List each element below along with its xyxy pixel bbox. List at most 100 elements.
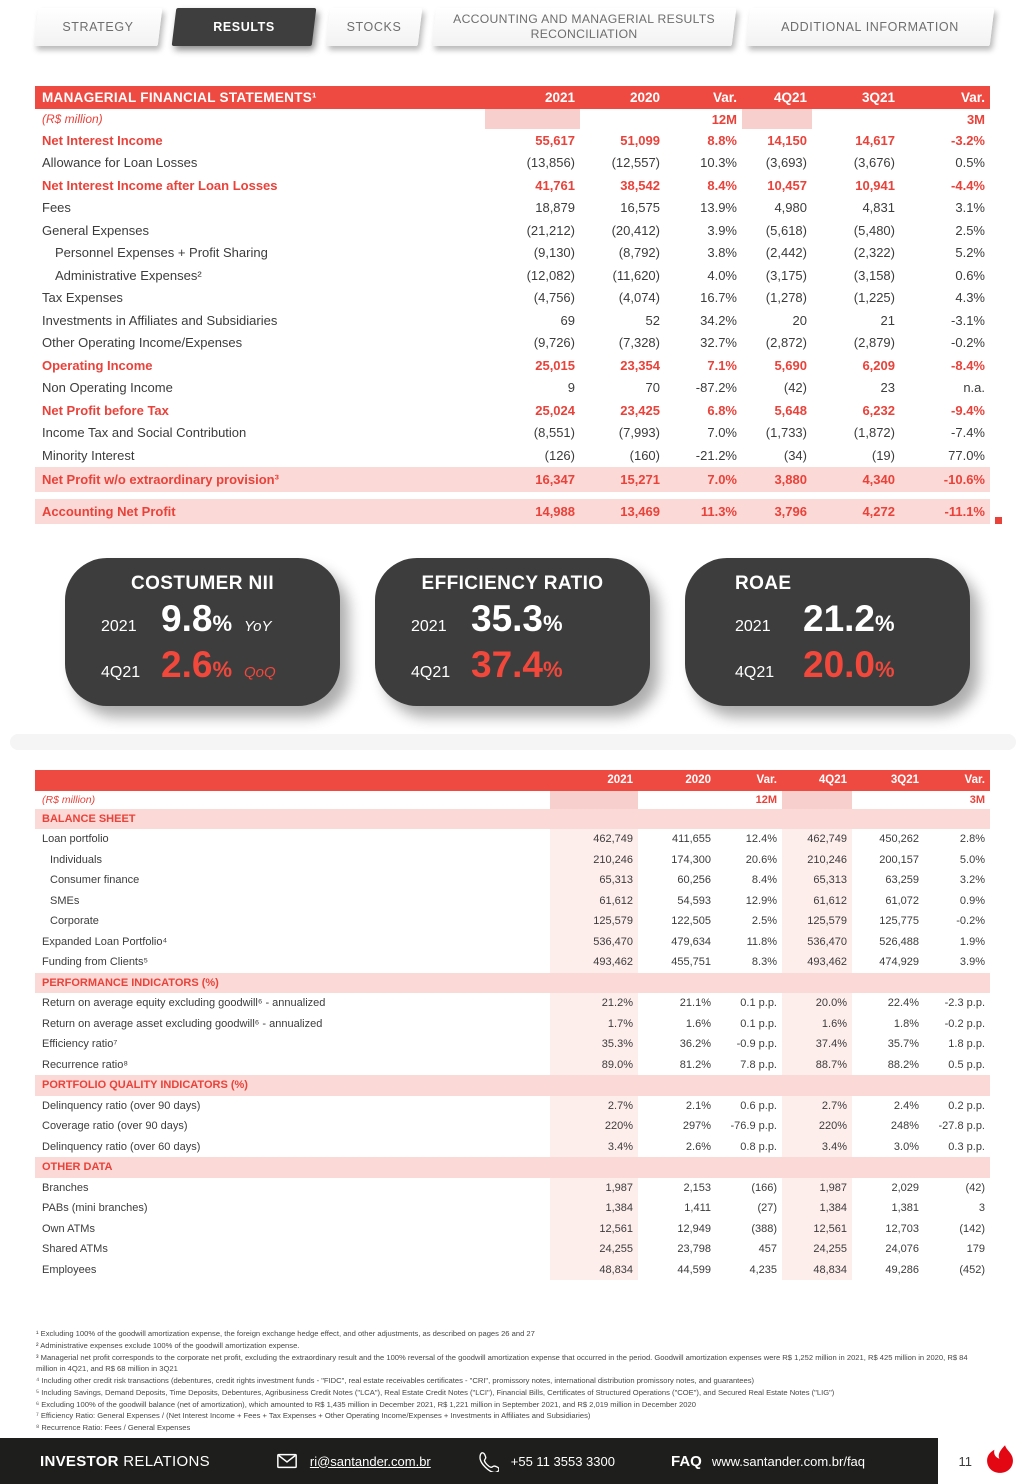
- tab-additional-information[interactable]: ADDITIONAL INFORMATION: [745, 8, 995, 46]
- cell-value: 77.0%: [948, 447, 985, 463]
- table-row: Employees 48,834 44,599 4,235 48,834 49,286 (4…: [35, 1259, 990, 1280]
- footer-bar: INVESTOR RELATIONS ri@santander.com.br +…: [0, 1438, 938, 1484]
- cell-value: -9.4%: [951, 402, 985, 418]
- cell-value: 34.2%: [700, 312, 737, 328]
- cell-value: 13.9%: [700, 200, 737, 216]
- faq-url-link[interactable]: www.santander.com.br/faq: [711, 1453, 866, 1469]
- period-label: [638, 791, 716, 809]
- cell-value: (3,175): [765, 267, 807, 283]
- row-label: Funding from Clients⁵: [42, 956, 149, 969]
- cell-value: 81.2%: [679, 1058, 711, 1071]
- column-header: 3Q21: [861, 90, 895, 105]
- table-row: PORTFOLIO QUALITY INDICATORS (%): [35, 1075, 990, 1096]
- row-label: PORTFOLIO QUALITY INDICATORS (%): [42, 1079, 248, 1092]
- table-row: Shared ATMs 24,255 23,798 457 24,255 24,076 17…: [35, 1239, 990, 1260]
- cell-value: 2.5%: [751, 915, 777, 928]
- row-label: OTHER DATA: [42, 1161, 113, 1174]
- row-label: Shared ATMs: [42, 1243, 108, 1256]
- cell-value: 220%: [782, 1116, 852, 1137]
- table-row: Net Interest Income 55,617 51,099 8.8% 14,15…: [35, 129, 990, 152]
- kpi-cards: COSTUMER NII 2021 9.8% YoY 4Q21 2.6% QoQ…: [65, 557, 1026, 706]
- cell-value: 32.7%: [700, 335, 737, 351]
- tab-accounting-reconciliation[interactable]: ACCOUNTING AND MANAGERIAL RESULTS RECONC…: [431, 8, 737, 46]
- cell-value: (126): [544, 447, 575, 463]
- cell-value: 7.0%: [707, 425, 737, 441]
- cell-value: 25,024: [535, 402, 575, 418]
- period-label: 12M: [711, 111, 737, 127]
- table-row: Loan portfolio 462,749 411,655 12.4% 462,749…: [35, 829, 990, 850]
- table-row: Net Profit before Tax 25,024 23,425 6.8% 5,6…: [35, 399, 990, 422]
- cell-value: 3.8%: [707, 245, 737, 261]
- row-label: Employees: [42, 1263, 97, 1276]
- table-subheader-row: (R$ million) 12M 3M: [35, 109, 990, 129]
- table-header-row: 2021 2020 Var. 4Q21 3Q21 Var.: [35, 769, 990, 791]
- row-label: Minority Interest: [42, 447, 135, 463]
- cell-value: 3.9%: [959, 956, 985, 969]
- table-row: Individuals 210,246 174,300 20.6% 210,246 200…: [35, 849, 990, 870]
- cell-value: (1,733): [765, 425, 807, 441]
- table-row: OTHER DATA: [35, 1157, 990, 1178]
- cell-value: (42): [965, 1181, 985, 1194]
- cell-value: 2.6%: [685, 1140, 711, 1153]
- tab-strategy[interactable]: STRATEGY: [33, 8, 163, 46]
- table-row: SMEs 61,612 54,593 12.9% 61,612 61,072 0.9%: [35, 890, 990, 911]
- row-label: Return on average equity excluding goodw…: [42, 997, 326, 1010]
- table-row: Operating Income 25,015 23,354 7.1% 5,690 6,2…: [35, 354, 990, 377]
- cell-value: 16.7%: [700, 290, 737, 306]
- period-label: [742, 109, 812, 129]
- cell-value: 8.8%: [707, 132, 737, 148]
- kpi-period: 4Q21: [411, 663, 451, 681]
- cell-value: 0.3 p.p.: [948, 1140, 985, 1153]
- cell-value: 2.7%: [550, 1095, 638, 1116]
- tab-results[interactable]: RESULTS: [171, 8, 317, 46]
- tab-stocks[interactable]: STOCKS: [325, 8, 423, 46]
- period-label: 12M: [755, 793, 777, 806]
- table-row: Efficiency ratio⁷ 35.3% 36.2% -0.9 p.p. 37.4…: [35, 1034, 990, 1055]
- period-label: [852, 791, 924, 809]
- cell-value: (27): [757, 1202, 777, 1215]
- period-label: [782, 790, 852, 809]
- row-label: PABs (mini branches): [42, 1202, 148, 1215]
- cell-value: 61,612: [550, 890, 638, 911]
- cell-value: 174,300: [671, 853, 711, 866]
- cell-value: 248%: [890, 1120, 919, 1133]
- table-row: Expanded Loan Portfolio⁴ 536,470 479,634 11…: [35, 931, 990, 952]
- ir-phone-number: +55 11 3553 3300: [510, 1453, 615, 1469]
- cell-value: 0.8 p.p.: [740, 1140, 777, 1153]
- kpi-period: 4Q21: [735, 663, 775, 681]
- kpi-period: 2021: [101, 617, 137, 635]
- balance-sheet-indicators-table: 2021 2020 Var. 4Q21 3Q21 Var. (R$ million) 12M 3…: [35, 769, 990, 1280]
- cell-value: 48,834: [782, 1259, 852, 1280]
- cell-value: 4,980: [774, 200, 807, 216]
- cell-value: (19): [871, 447, 895, 463]
- row-label: Fees: [42, 200, 71, 216]
- cell-value: 9: [567, 380, 575, 396]
- cell-value: 1,987: [782, 1177, 852, 1198]
- cell-value: 63,259: [885, 874, 919, 887]
- ir-email-link[interactable]: ri@santander.com.br: [309, 1453, 431, 1469]
- cell-value: 455,751: [671, 956, 711, 969]
- cell-value: 37.4%: [782, 1034, 852, 1055]
- cell-value: -0.9 p.p.: [736, 1038, 777, 1051]
- cell-value: 13,469: [620, 503, 660, 519]
- cell-value: 2.1%: [685, 1099, 711, 1112]
- kpi-value: 9.8%: [161, 597, 232, 639]
- footnote: ⁸ Recurrence Ratio: Fees / General Expen…: [36, 1423, 191, 1433]
- cell-value: 297%: [682, 1120, 711, 1133]
- cell-value: 2,153: [683, 1181, 711, 1194]
- table-row: Return on average equity excluding goodw…: [35, 993, 990, 1014]
- cell-value: 4,340: [862, 471, 895, 487]
- cell-value: 411,655: [672, 833, 711, 846]
- column-header: 2020: [629, 90, 660, 105]
- row-label: Efficiency ratio⁷: [42, 1038, 118, 1051]
- cell-value: 536,470: [782, 931, 852, 952]
- cell-value: 3.9%: [707, 222, 737, 238]
- table-row: Delinquency ratio (over 90 days) 2.7% 2.1%…: [35, 1095, 990, 1116]
- cell-value: 88.7%: [782, 1054, 852, 1075]
- cell-value: 4,235: [749, 1263, 777, 1276]
- cell-value: -87.2%: [695, 380, 737, 396]
- tab-label: ACCOUNTING AND MANAGERIAL RESULTS RECONC…: [453, 12, 715, 41]
- cell-value: 51,099: [620, 132, 660, 148]
- kpi-row-4q21: 4Q21 2.6% QoQ: [85, 646, 320, 692]
- cell-value: 61,612: [782, 890, 852, 911]
